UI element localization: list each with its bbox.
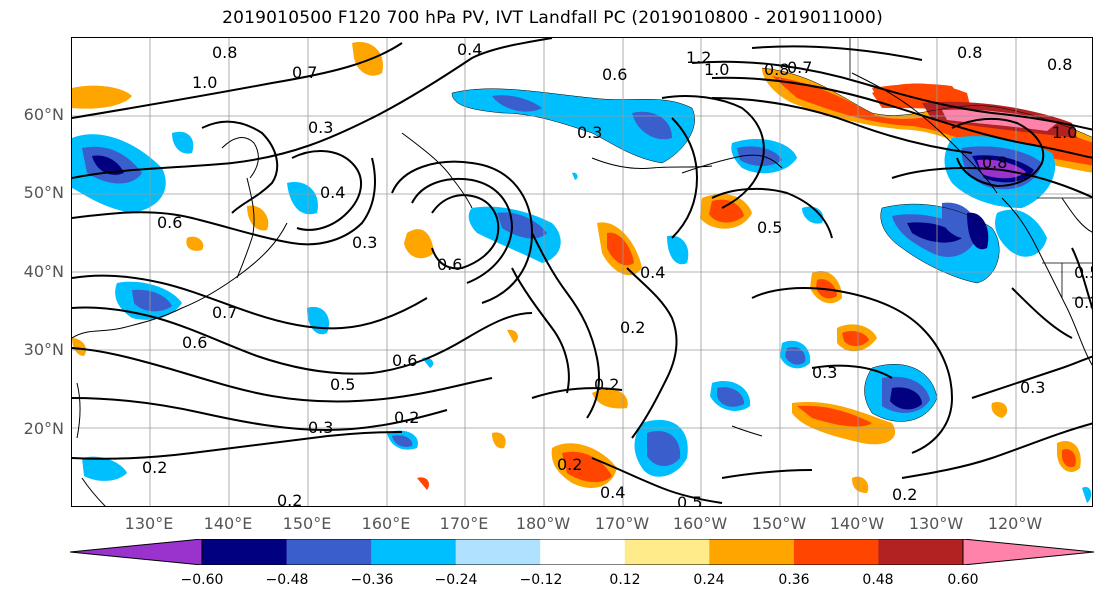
contour-label-group: 0.4 1.2 1.0 0.8 0.7 0.8 0.8 1.0 0.7 0.6 … (142, 40, 1093, 507)
contour-label: 0.3 (308, 418, 333, 437)
contour-label: 0.2 (277, 491, 302, 507)
colorbar-segment (371, 539, 457, 565)
negative-anomaly-fills (72, 88, 1092, 503)
contour-label: 0.3 (1020, 378, 1045, 397)
map-canvas: 0.4 1.2 1.0 0.8 0.7 0.8 0.8 1.0 0.7 0.6 … (72, 38, 1093, 507)
contour-label: 0.4 (640, 263, 665, 282)
colorbar-segment (286, 539, 372, 565)
contour-label: 1.0 (704, 60, 729, 79)
colorbar-tick-label: 0.48 (862, 572, 894, 588)
contour-label: 1.0 (1052, 123, 1077, 142)
contour-label: 0.6 (392, 351, 417, 370)
colorbar-extend-low (70, 539, 203, 565)
pv-contours (72, 38, 1092, 504)
contour-label: 0.5 (677, 493, 702, 507)
map-panel: 0.4 1.2 1.0 0.8 0.7 0.8 0.8 1.0 0.7 0.6 … (71, 37, 1093, 507)
contour-label: 0.2 (142, 458, 167, 477)
colorbar-tick-label: 0.24 (693, 572, 725, 588)
lon-label: 170°E (439, 514, 489, 533)
contour-label: 0.6 (182, 333, 207, 352)
contour-label: 0.3 (812, 363, 837, 382)
contour-label: 0.2 (594, 375, 619, 394)
lon-label: 140°W (829, 514, 885, 533)
contour-label: 0.5 (757, 218, 782, 237)
contour-label: 0.3 (1074, 293, 1093, 312)
contour-label: 0.2 (620, 318, 645, 337)
colorbar-segment (793, 539, 879, 565)
lon-label: 160°W (672, 514, 728, 533)
colorbar-segment (540, 539, 626, 565)
lon-label: 180°W (515, 514, 571, 533)
contour-label: 0.8 (212, 43, 237, 62)
lat-label-30n: 30°N (23, 340, 64, 359)
contour-label: 1.0 (192, 73, 217, 92)
contour-label: 0.8 (957, 43, 982, 62)
lat-label-50n: 50°N (23, 183, 64, 202)
lon-label: 130°W (908, 514, 964, 533)
contour-label: 0.6 (157, 213, 182, 232)
contour-label: 0.8 (764, 60, 789, 79)
contour-label: 0.4 (320, 183, 345, 202)
lon-label: 120°W (987, 514, 1043, 533)
lon-label: 170°W (594, 514, 650, 533)
colorbar-tick-label: −0.24 (434, 572, 478, 588)
colorbar-tick-label: 0.12 (609, 572, 641, 588)
contour-label: 0.4 (600, 483, 625, 502)
contour-label: 0.6 (602, 65, 627, 84)
contour-label: 0.2 (892, 485, 917, 504)
colorbar-tick-label: −0.48 (265, 572, 309, 588)
colorbar-tick-label: −0.60 (180, 572, 224, 588)
political-borders (849, 38, 1092, 299)
contour-label: 0.5 (330, 375, 355, 394)
contour-label: 0.7 (212, 303, 237, 322)
lon-label: 160°E (361, 514, 411, 533)
lon-label: 130°E (124, 514, 174, 533)
colorbar-segment (455, 539, 541, 565)
colorbar (70, 539, 1095, 565)
contour-label: 0.8 (982, 153, 1007, 172)
colorbar-segment (709, 539, 795, 565)
contour-label: 0.2 (557, 455, 582, 474)
lat-label-40n: 40°N (23, 262, 64, 281)
colorbar-tick-label: −0.36 (350, 572, 394, 588)
lat-label-60n: 60°N (23, 105, 64, 124)
colorbar-tick-label: 0.60 (947, 572, 979, 588)
contour-label: 0.5 (1074, 263, 1093, 282)
contour-label: 0.3 (577, 123, 602, 142)
lon-label: 150°W (751, 514, 807, 533)
lon-label: 140°E (203, 514, 253, 533)
colorbar-segment (878, 539, 964, 565)
colorbar-extend-high (962, 539, 1095, 565)
contour-label: 0.7 (292, 63, 317, 82)
colorbar-segments (201, 539, 964, 565)
contour-label: 0.8 (1047, 55, 1072, 74)
plot-title: 2019010500 F120 700 hPa PV, IVT Landfall… (222, 8, 883, 28)
contour-label: 0.3 (352, 233, 377, 252)
contour-label: 0.4 (457, 40, 482, 59)
contour-label: 0.3 (308, 118, 333, 137)
contour-label: 0.2 (394, 408, 419, 427)
contour-label: 0.6 (437, 255, 462, 274)
colorbar-segment (624, 539, 710, 565)
lon-label: 150°E (282, 514, 332, 533)
colorbar-segment (202, 539, 288, 565)
colorbar-tick-label: 0.36 (778, 572, 810, 588)
contour-label: 1.2 (686, 48, 711, 67)
contour-label: 0.7 (787, 58, 812, 77)
colorbar-tick-label: −0.12 (519, 572, 563, 588)
lat-label-20n: 20°N (23, 419, 64, 438)
